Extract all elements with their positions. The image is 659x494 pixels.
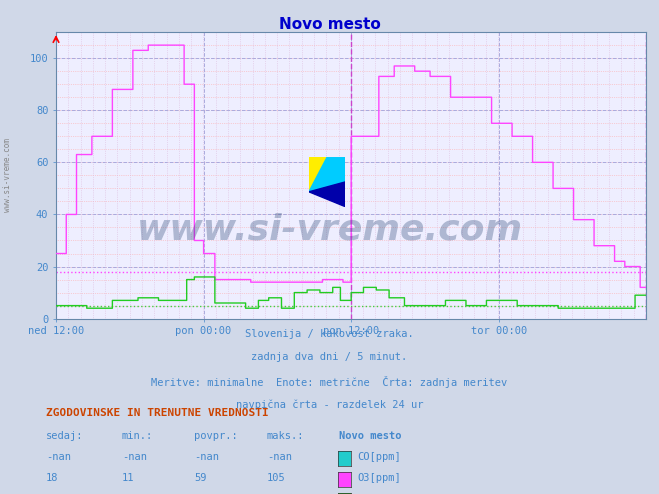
Text: 18: 18 [46, 473, 59, 483]
Text: 105: 105 [267, 473, 285, 483]
Text: maks.:: maks.: [267, 431, 304, 441]
Text: zadnja dva dni / 5 minut.: zadnja dva dni / 5 minut. [251, 352, 408, 362]
Text: O3[ppm]: O3[ppm] [357, 473, 401, 483]
Text: Meritve: minimalne  Enote: metrične  Črta: zadnja meritev: Meritve: minimalne Enote: metrične Črta:… [152, 376, 507, 388]
Text: www.si-vreme.com: www.si-vreme.com [136, 213, 523, 247]
Polygon shape [309, 157, 327, 192]
Text: 11: 11 [122, 473, 134, 483]
Text: -nan: -nan [267, 452, 292, 462]
Text: Slovenija / kakovost zraka.: Slovenija / kakovost zraka. [245, 329, 414, 338]
Text: Novo mesto: Novo mesto [279, 17, 380, 32]
Text: min.:: min.: [122, 431, 153, 441]
Text: www.si-vreme.com: www.si-vreme.com [3, 138, 13, 212]
Text: navpična črta - razdelek 24 ur: navpična črta - razdelek 24 ur [236, 400, 423, 410]
Polygon shape [309, 182, 345, 206]
Text: -nan: -nan [194, 452, 219, 462]
Text: -nan: -nan [122, 452, 147, 462]
Text: -nan: -nan [46, 452, 71, 462]
Text: 59: 59 [194, 473, 207, 483]
Polygon shape [309, 157, 345, 192]
Text: povpr.:: povpr.: [194, 431, 238, 441]
Text: sedaj:: sedaj: [46, 431, 84, 441]
Text: CO[ppm]: CO[ppm] [357, 452, 401, 462]
Text: ZGODOVINSKE IN TRENUTNE VREDNOSTI: ZGODOVINSKE IN TRENUTNE VREDNOSTI [46, 408, 269, 417]
Text: Novo mesto: Novo mesto [339, 431, 402, 441]
